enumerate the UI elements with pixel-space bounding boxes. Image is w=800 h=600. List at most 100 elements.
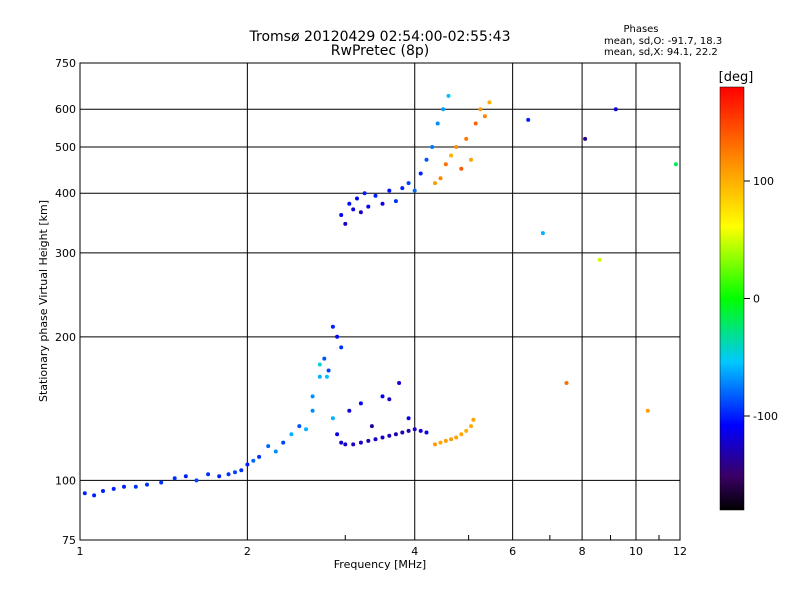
- data-point: [304, 427, 308, 432]
- data-point: [347, 201, 352, 206]
- data-point: [369, 424, 374, 429]
- x-tick-label: 12: [673, 545, 687, 558]
- x-tick-label: 2: [244, 545, 251, 558]
- data-point: [438, 440, 443, 445]
- data-point: [443, 438, 448, 443]
- data-point: [257, 454, 262, 459]
- data-point: [266, 444, 271, 449]
- data-point: [406, 428, 411, 433]
- y-tick-label: 75: [62, 534, 76, 547]
- data-point: [358, 210, 363, 215]
- y-tick-label: 500: [55, 141, 76, 154]
- data-point: [387, 433, 392, 438]
- data-point: [406, 181, 411, 186]
- data-point: [424, 157, 429, 162]
- data-point: [473, 121, 478, 126]
- y-tick-label: 400: [55, 187, 76, 200]
- data-point: [330, 324, 335, 329]
- data-point: [418, 171, 423, 176]
- data-point: [281, 440, 286, 445]
- data-point: [454, 435, 459, 440]
- x-tick-label: 1: [77, 545, 84, 558]
- data-point: [101, 489, 105, 493]
- data-point: [366, 204, 371, 209]
- data-point: [297, 424, 302, 429]
- plot-frame: [79, 62, 681, 541]
- data-point: [335, 432, 340, 437]
- data-point: [145, 482, 149, 487]
- data-point: [478, 107, 483, 112]
- data-point: [412, 188, 417, 193]
- data-point: [339, 345, 344, 350]
- data-point: [454, 145, 459, 149]
- data-point: [459, 432, 464, 437]
- data-point: [673, 162, 678, 167]
- data-point: [355, 196, 359, 201]
- x-tick-label: 8: [579, 545, 586, 558]
- x-tick-label: 6: [509, 545, 516, 558]
- y-tick-label: 200: [55, 331, 76, 344]
- data-point: [358, 440, 363, 445]
- data-point: [159, 480, 164, 485]
- data-point: [122, 484, 126, 489]
- data-point: [433, 442, 437, 447]
- y-tick-label: 300: [55, 247, 76, 260]
- data-point: [645, 408, 650, 413]
- data-point: [233, 470, 237, 475]
- chart-title: Tromsø 20120429 02:54:00-02:55:43: [249, 29, 511, 45]
- data-point: [400, 186, 405, 191]
- data-point: [443, 162, 448, 167]
- data-point: [343, 442, 348, 447]
- data-point: [418, 428, 423, 433]
- data-point: [430, 145, 435, 149]
- data-point: [393, 432, 398, 437]
- data-point: [194, 478, 199, 483]
- y-axis-ticks: 75 100 200 300 400 500 600 750: [55, 57, 76, 547]
- data-point: [339, 440, 344, 445]
- data-point: [133, 484, 138, 489]
- data-point: [583, 136, 588, 141]
- data-point: [449, 437, 454, 442]
- data-point: [351, 442, 356, 447]
- y-axis-label: Stationary phase Virtual Height [km]: [37, 200, 50, 402]
- data-point: [273, 449, 278, 454]
- data-point: [400, 430, 405, 435]
- data-point: [366, 438, 371, 443]
- data-point: [317, 374, 322, 379]
- colorbar-ticks: 100 0 -100: [744, 175, 778, 423]
- data-point: [412, 427, 417, 432]
- data-point: [438, 176, 443, 181]
- data-point: [373, 437, 378, 442]
- data-point: [111, 486, 116, 491]
- data-points: [82, 93, 678, 498]
- colorbar: [719, 86, 745, 511]
- data-point: [469, 157, 473, 162]
- data-point: [347, 408, 352, 413]
- data-point: [226, 472, 231, 477]
- data-point: [540, 231, 545, 236]
- data-point: [310, 408, 315, 413]
- colorbar-tick-label: -100: [753, 410, 778, 423]
- data-point: [435, 121, 440, 126]
- data-point: [380, 435, 385, 440]
- data-point: [449, 153, 454, 158]
- data-point: [322, 356, 327, 361]
- x-tick-label: 10: [629, 545, 643, 558]
- data-point: [251, 458, 256, 463]
- data-point: [487, 100, 492, 105]
- data-point: [469, 424, 473, 429]
- data-point: [362, 191, 367, 196]
- data-point: [613, 107, 618, 112]
- data-point: [564, 381, 569, 385]
- data-point: [387, 397, 392, 402]
- data-point: [172, 476, 177, 481]
- data-point: [459, 166, 464, 171]
- data-point: [380, 394, 385, 399]
- chart-subtitle: RwPretec (8p): [331, 43, 429, 59]
- data-point: [406, 416, 411, 421]
- x-axis-label: Frequency [MHz]: [334, 558, 426, 571]
- grid-lines: [80, 63, 680, 540]
- phases-x-stats: mean, sd,X: 94.1, 22.2: [604, 47, 718, 58]
- data-point: [358, 401, 363, 406]
